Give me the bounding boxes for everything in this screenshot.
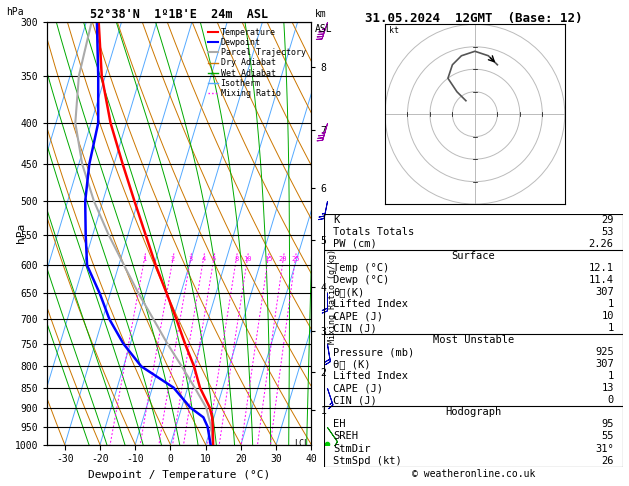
Text: 307: 307 bbox=[595, 287, 614, 297]
Text: 4: 4 bbox=[201, 257, 206, 262]
Text: 307: 307 bbox=[595, 359, 614, 369]
Text: StmDir: StmDir bbox=[333, 444, 370, 453]
Text: Lifted Index: Lifted Index bbox=[333, 299, 408, 309]
Text: 55: 55 bbox=[601, 432, 614, 441]
Text: km: km bbox=[314, 9, 326, 19]
Text: θᴇ (K): θᴇ (K) bbox=[333, 359, 370, 369]
Text: 26: 26 bbox=[601, 455, 614, 466]
Text: 29: 29 bbox=[601, 215, 614, 225]
Text: 13: 13 bbox=[601, 383, 614, 393]
Text: SREH: SREH bbox=[333, 432, 358, 441]
Text: Surface: Surface bbox=[452, 251, 495, 261]
Text: PW (cm): PW (cm) bbox=[333, 239, 377, 249]
Text: 31.05.2024  12GMT  (Base: 12): 31.05.2024 12GMT (Base: 12) bbox=[365, 12, 582, 25]
Text: hPa: hPa bbox=[16, 223, 26, 243]
Text: 925: 925 bbox=[595, 347, 614, 357]
Text: © weatheronline.co.uk: © weatheronline.co.uk bbox=[411, 469, 535, 479]
Text: θᴇ(K): θᴇ(K) bbox=[333, 287, 364, 297]
Text: 5: 5 bbox=[211, 257, 216, 262]
Text: 95: 95 bbox=[601, 419, 614, 430]
Legend: Temperature, Dewpoint, Parcel Trajectory, Dry Adiabat, Wet Adiabat, Isotherm, Mi: Temperature, Dewpoint, Parcel Trajectory… bbox=[206, 26, 307, 100]
Text: 15: 15 bbox=[264, 257, 272, 262]
Text: hPa: hPa bbox=[6, 7, 24, 17]
Text: 1: 1 bbox=[608, 371, 614, 382]
Text: Most Unstable: Most Unstable bbox=[433, 335, 514, 345]
Title: 52°38'N  1º1B'E  24m  ASL: 52°38'N 1º1B'E 24m ASL bbox=[90, 8, 269, 21]
Text: 1: 1 bbox=[142, 257, 147, 262]
Text: 1: 1 bbox=[608, 299, 614, 309]
Text: Temp (°C): Temp (°C) bbox=[333, 263, 389, 273]
Text: CAPE (J): CAPE (J) bbox=[333, 383, 383, 393]
Text: 12.1: 12.1 bbox=[589, 263, 614, 273]
Text: 8: 8 bbox=[234, 257, 238, 262]
Text: 0: 0 bbox=[608, 396, 614, 405]
Text: 53: 53 bbox=[601, 227, 614, 237]
Text: 31°: 31° bbox=[595, 444, 614, 453]
Text: StmSpd (kt): StmSpd (kt) bbox=[333, 455, 402, 466]
Text: CIN (J): CIN (J) bbox=[333, 396, 377, 405]
Text: 1: 1 bbox=[608, 323, 614, 333]
X-axis label: Dewpoint / Temperature (°C): Dewpoint / Temperature (°C) bbox=[88, 470, 270, 480]
Text: kt: kt bbox=[389, 26, 399, 35]
Text: K: K bbox=[333, 215, 339, 225]
Text: Mixing Ratio (g/kg): Mixing Ratio (g/kg) bbox=[328, 249, 337, 344]
Text: 25: 25 bbox=[291, 257, 299, 262]
Text: 3: 3 bbox=[188, 257, 192, 262]
Text: Dewp (°C): Dewp (°C) bbox=[333, 275, 389, 285]
Text: LCL: LCL bbox=[294, 439, 309, 449]
Text: 10: 10 bbox=[243, 257, 252, 262]
Text: EH: EH bbox=[333, 419, 345, 430]
Text: Pressure (mb): Pressure (mb) bbox=[333, 347, 414, 357]
Text: Lifted Index: Lifted Index bbox=[333, 371, 408, 382]
Text: 11.4: 11.4 bbox=[589, 275, 614, 285]
Text: 20: 20 bbox=[279, 257, 287, 262]
Text: 2: 2 bbox=[170, 257, 175, 262]
Text: CIN (J): CIN (J) bbox=[333, 323, 377, 333]
Text: ASL: ASL bbox=[314, 24, 332, 34]
Text: CAPE (J): CAPE (J) bbox=[333, 311, 383, 321]
Text: 2.26: 2.26 bbox=[589, 239, 614, 249]
Text: Totals Totals: Totals Totals bbox=[333, 227, 414, 237]
Text: 10: 10 bbox=[601, 311, 614, 321]
Text: Hodograph: Hodograph bbox=[445, 407, 501, 417]
